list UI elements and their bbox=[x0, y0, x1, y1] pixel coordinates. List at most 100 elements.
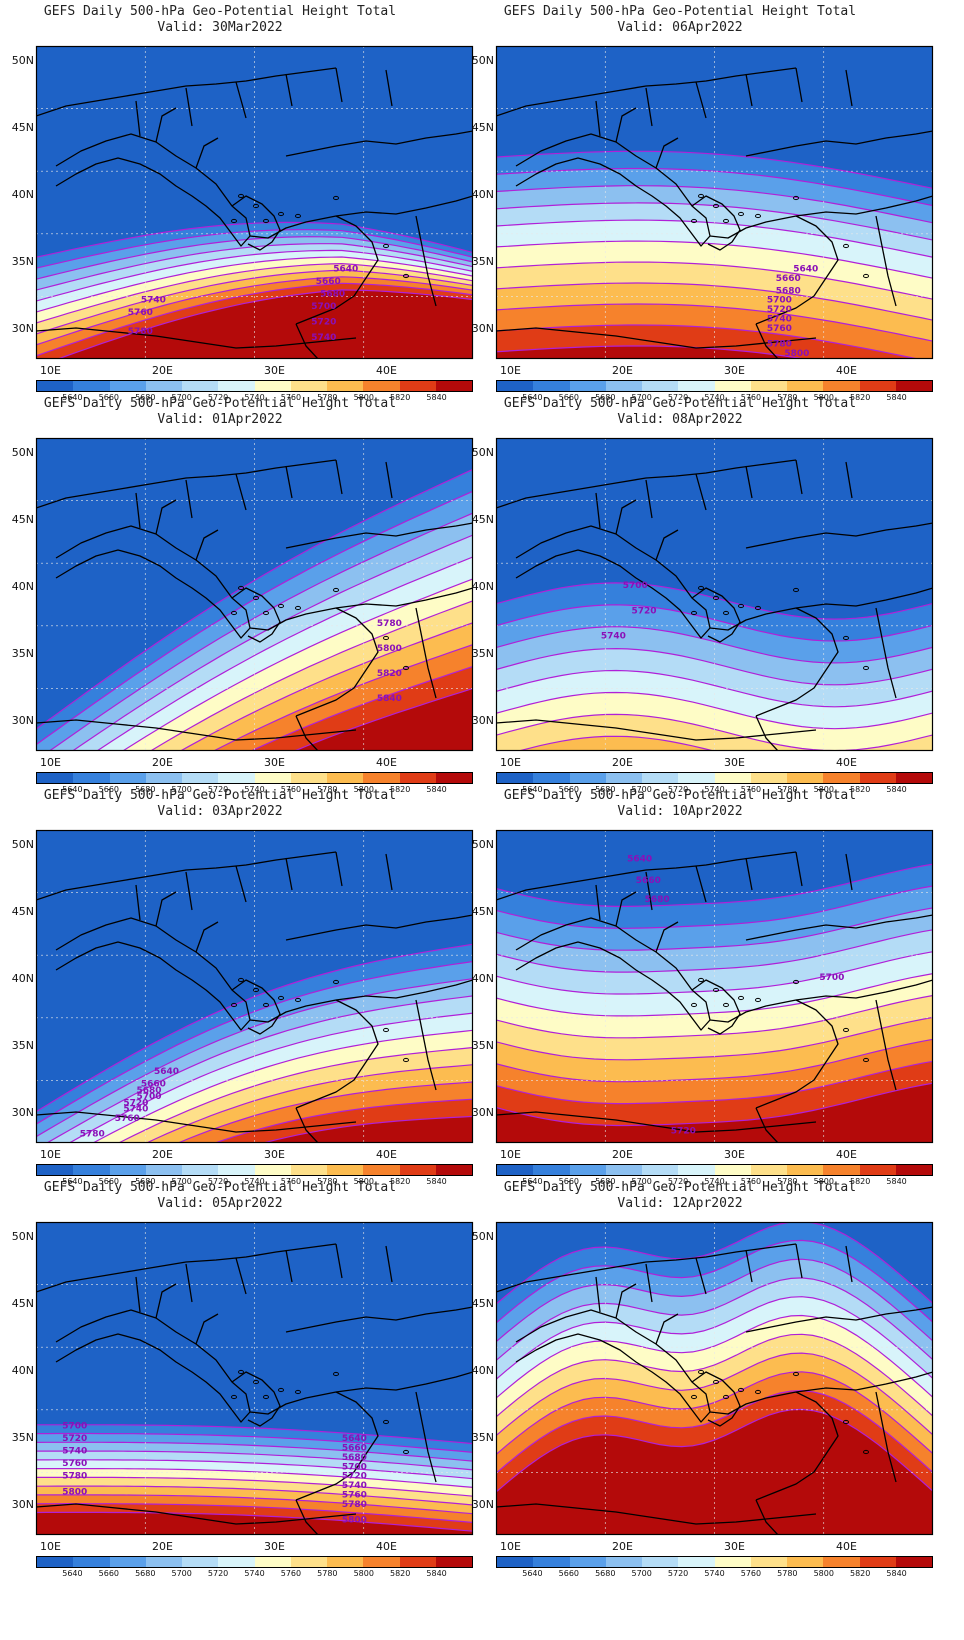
colorbar-swatch bbox=[290, 381, 327, 391]
map-frame bbox=[35, 437, 474, 752]
colorbar-swatch bbox=[533, 381, 570, 391]
panel-valid-date: Valid: 01Apr2022 bbox=[157, 412, 283, 427]
contour-line bbox=[95, 556, 473, 751]
colorbar-label: 5840 bbox=[426, 393, 447, 402]
coastline bbox=[709, 979, 933, 1023]
colorbar bbox=[36, 1556, 473, 1568]
longitude-tick: 40E bbox=[376, 1540, 397, 1553]
coastline bbox=[745, 914, 933, 941]
latitude-tick: 30N bbox=[471, 1498, 494, 1511]
contour-label: 5800 bbox=[377, 644, 402, 654]
height-band bbox=[57, 289, 473, 359]
map-frame bbox=[35, 829, 474, 1144]
island bbox=[383, 243, 389, 249]
island bbox=[713, 595, 719, 601]
contour-line bbox=[516, 735, 717, 751]
latitude-tick: 30N bbox=[11, 1498, 34, 1511]
colorbar-swatch bbox=[327, 381, 364, 391]
panel-title: GEFS Daily 500-hPa Geo-Potential Height … bbox=[503, 4, 857, 19]
coastline bbox=[55, 917, 251, 1031]
map-plot-area: 5640 5660 5680 5700 5720 5740 5760 5780 5800 bbox=[495, 45, 934, 360]
longitude-tick: 40E bbox=[376, 756, 397, 769]
contour-label: 5760 bbox=[115, 1114, 140, 1124]
colorbar-label: 5840 bbox=[426, 1177, 447, 1186]
colorbar-swatch bbox=[254, 381, 291, 391]
contour-line bbox=[496, 758, 933, 767]
contour-label: 5720 bbox=[311, 318, 336, 328]
contour-label: 5640 bbox=[627, 854, 652, 864]
island bbox=[755, 605, 761, 611]
longitude-tick: 20E bbox=[612, 1540, 633, 1553]
latitude-tick: 40N bbox=[471, 188, 494, 201]
colorbar-swatch bbox=[327, 773, 364, 783]
island bbox=[333, 1371, 339, 1377]
colorbar-swatch bbox=[145, 1557, 182, 1567]
contour-label: 5720 bbox=[62, 1434, 87, 1444]
island bbox=[278, 1387, 284, 1393]
island bbox=[263, 610, 269, 616]
colorbar-swatch bbox=[714, 773, 751, 783]
contour-line bbox=[496, 1389, 933, 1474]
coastline bbox=[691, 1371, 741, 1427]
panel-valid-date: Valid: 06Apr2022 bbox=[617, 20, 743, 35]
height-map-svg: 5700572057405760578058005640566056805700… bbox=[35, 1221, 474, 1536]
longitude-tick: 40E bbox=[836, 1148, 857, 1161]
latitude-tick: 35N bbox=[11, 647, 34, 660]
colorbar-label: 5680 bbox=[135, 1177, 156, 1186]
colorbar-swatch bbox=[497, 773, 534, 783]
colorbar-swatch bbox=[497, 1165, 534, 1175]
colorbar bbox=[496, 380, 933, 392]
contour-line bbox=[71, 534, 473, 751]
coastline bbox=[755, 1391, 839, 1501]
contour-line bbox=[496, 973, 933, 1017]
coastline bbox=[496, 327, 817, 349]
colorbar-swatch bbox=[363, 381, 400, 391]
colorbar-label: 5760 bbox=[280, 393, 302, 402]
colorbar-label: 5780 bbox=[777, 1177, 798, 1186]
island bbox=[295, 605, 301, 611]
island bbox=[691, 1394, 697, 1400]
colorbar-swatch bbox=[145, 381, 182, 391]
contour-line bbox=[36, 262, 473, 324]
island bbox=[755, 997, 761, 1003]
island bbox=[231, 218, 237, 224]
height-map-svg: 5640 5660 5680 5700 5720 5740 5740 5760 5780 bbox=[35, 45, 474, 360]
longitude-tick: 20E bbox=[152, 364, 173, 377]
island bbox=[278, 211, 284, 217]
coastline bbox=[595, 851, 853, 921]
contour-line bbox=[36, 276, 473, 346]
coastline bbox=[615, 1283, 679, 1345]
latitude-tick: 50N bbox=[11, 54, 34, 67]
colorbar bbox=[496, 1164, 933, 1176]
colorbar-label: 5680 bbox=[135, 393, 156, 402]
coastline bbox=[249, 979, 473, 1023]
colorbar-swatch bbox=[73, 773, 110, 783]
height-band bbox=[294, 688, 473, 751]
coastline bbox=[295, 215, 437, 359]
colorbar-label: 5680 bbox=[135, 785, 156, 794]
latitude-tick: 35N bbox=[471, 255, 494, 268]
colorbar-swatch bbox=[399, 773, 436, 783]
coastline bbox=[155, 891, 219, 953]
colorbar-swatch bbox=[859, 1165, 896, 1175]
contour-label: 5740 bbox=[767, 314, 792, 324]
island bbox=[253, 203, 259, 209]
longitude-tick: 30E bbox=[264, 1540, 285, 1553]
island bbox=[698, 585, 704, 591]
map-plot-area: 5700 5720 5740 5760 5780 5800 5640 5660 5680 5700… bbox=[35, 1221, 474, 1536]
height-band bbox=[496, 346, 806, 359]
colorbar-label: 5680 bbox=[135, 1569, 156, 1578]
longitude-tick: 10E bbox=[40, 1148, 61, 1161]
contour-label: 5720 bbox=[767, 305, 792, 315]
colorbar-swatch bbox=[399, 1557, 436, 1567]
latitude-tick: 35N bbox=[471, 1431, 494, 1444]
coastline bbox=[155, 1283, 219, 1345]
longitude-tick: 40E bbox=[376, 1148, 397, 1161]
colorbar-swatch bbox=[254, 1165, 291, 1175]
panel-valid-date: Valid: 03Apr2022 bbox=[157, 804, 283, 819]
colorbar-label: 5780 bbox=[777, 785, 798, 794]
longitude-tick: 10E bbox=[40, 364, 61, 377]
coastline bbox=[709, 1371, 933, 1415]
colorbar-swatch bbox=[533, 1557, 570, 1567]
contour-line bbox=[496, 1314, 933, 1399]
